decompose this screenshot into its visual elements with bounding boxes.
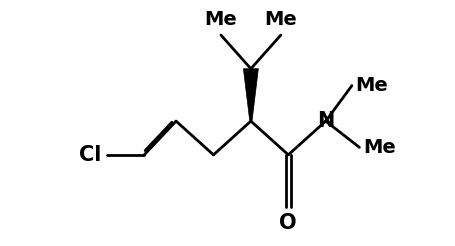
Text: Me: Me <box>363 138 396 157</box>
Text: O: O <box>279 213 297 233</box>
Polygon shape <box>243 69 258 121</box>
Text: Me: Me <box>356 76 389 95</box>
Text: N: N <box>317 111 334 131</box>
Text: Me: Me <box>264 10 297 30</box>
Text: Me: Me <box>205 10 238 30</box>
Text: Cl: Cl <box>79 145 101 165</box>
